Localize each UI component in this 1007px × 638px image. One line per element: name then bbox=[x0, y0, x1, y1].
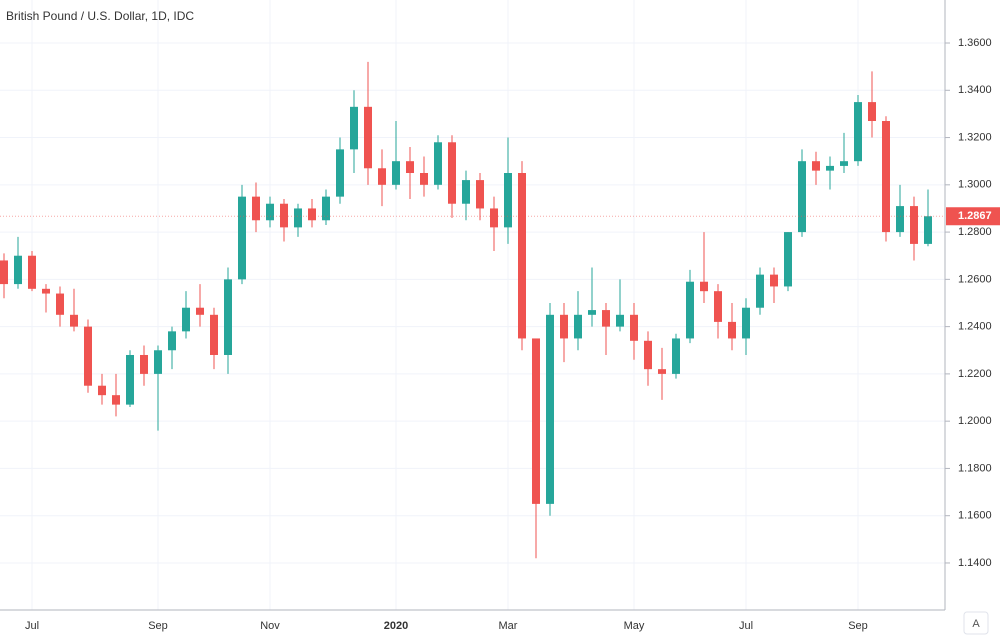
chart-title: British Pound / U.S. Dollar, 1D, IDC bbox=[6, 9, 194, 23]
candle-body bbox=[350, 106, 358, 150]
y-tick-label: 1.1400 bbox=[958, 557, 992, 569]
candle-body bbox=[224, 279, 232, 355]
candle-body bbox=[616, 314, 624, 327]
candle-body bbox=[882, 121, 890, 233]
candle-body bbox=[28, 255, 36, 289]
candles bbox=[0, 61, 932, 559]
x-tick-label: Mar bbox=[499, 620, 518, 632]
candle-body bbox=[490, 208, 498, 228]
candle-body bbox=[266, 203, 274, 221]
y-tick-label: 1.1600 bbox=[958, 510, 992, 522]
x-tick-label: Nov bbox=[260, 620, 280, 632]
candle-body bbox=[602, 310, 610, 327]
candle-body bbox=[140, 354, 148, 374]
last-price-label: 1.2867 bbox=[958, 210, 992, 222]
candle-body bbox=[560, 314, 568, 339]
y-tick-label: 1.2800 bbox=[958, 226, 992, 238]
x-tick-label: Jul bbox=[739, 620, 753, 632]
candle-body bbox=[0, 260, 8, 285]
auto-scale-label[interactable]: A bbox=[972, 618, 980, 630]
y-tick-label: 1.2000 bbox=[958, 415, 992, 427]
candle-body bbox=[504, 173, 512, 228]
candle-body bbox=[252, 196, 260, 221]
candle-body bbox=[546, 314, 554, 504]
candle-body bbox=[126, 354, 134, 405]
candle-body bbox=[42, 288, 50, 294]
candle-body bbox=[812, 161, 820, 171]
candle-body bbox=[770, 274, 778, 287]
candle-body bbox=[420, 173, 428, 185]
candle-body bbox=[378, 168, 386, 185]
candle-body bbox=[392, 161, 400, 185]
candle-body bbox=[532, 338, 540, 504]
candle-body bbox=[336, 149, 344, 197]
candle-body bbox=[406, 161, 414, 174]
candle-body bbox=[98, 385, 106, 396]
candle-body bbox=[630, 314, 638, 341]
candle-body bbox=[742, 307, 750, 339]
candle-body bbox=[56, 293, 64, 315]
y-tick-label: 1.2200 bbox=[958, 368, 992, 380]
candle-body bbox=[826, 165, 834, 171]
candle-body bbox=[196, 307, 204, 315]
y-tick-label: 1.3600 bbox=[958, 37, 992, 49]
candle-body bbox=[784, 232, 792, 287]
candle-body bbox=[672, 338, 680, 374]
candle-body bbox=[462, 180, 470, 204]
candle-body bbox=[112, 395, 120, 405]
candle-body bbox=[154, 350, 162, 374]
candle-body bbox=[434, 142, 442, 185]
candle-body bbox=[448, 142, 456, 204]
candle-body bbox=[518, 173, 526, 339]
y-tick-label: 1.2400 bbox=[958, 321, 992, 333]
candle-body bbox=[14, 255, 22, 285]
candle-body bbox=[924, 216, 932, 244]
candle-body bbox=[294, 208, 302, 228]
candle-body bbox=[644, 340, 652, 370]
y-tick-label: 1.1800 bbox=[958, 462, 992, 474]
candle-body bbox=[700, 281, 708, 292]
candle-body bbox=[280, 203, 288, 228]
candle-body bbox=[896, 206, 904, 233]
y-tick-label: 1.2600 bbox=[958, 273, 992, 285]
x-tick-label: 2020 bbox=[384, 620, 408, 632]
candle-body bbox=[322, 196, 330, 221]
candle-body bbox=[910, 206, 918, 244]
candle-body bbox=[798, 161, 806, 233]
candle-body bbox=[238, 196, 246, 280]
y-tick-label: 1.3400 bbox=[958, 84, 992, 96]
candle-body bbox=[686, 281, 694, 339]
candle-body bbox=[574, 314, 582, 339]
candle-body bbox=[588, 310, 596, 315]
candle-body bbox=[210, 314, 218, 355]
x-tick-label: Jul bbox=[25, 620, 39, 632]
candle-body bbox=[476, 180, 484, 209]
candle-body bbox=[308, 208, 316, 221]
candle-body bbox=[658, 369, 666, 374]
candle-body bbox=[182, 307, 190, 332]
candle-body bbox=[728, 321, 736, 339]
candle-body bbox=[364, 106, 372, 169]
candle-body bbox=[854, 102, 862, 162]
x-tick-label: Sep bbox=[848, 620, 868, 632]
candle-body bbox=[756, 274, 764, 308]
candle-body bbox=[714, 291, 722, 322]
last-price-box bbox=[946, 207, 1000, 226]
y-tick-label: 1.3000 bbox=[958, 179, 992, 191]
y-tick-label: 1.3200 bbox=[958, 131, 992, 143]
candle-body bbox=[70, 314, 78, 327]
x-tick-label: Sep bbox=[148, 620, 168, 632]
candle-body bbox=[168, 331, 176, 351]
candle-body bbox=[84, 326, 92, 386]
candle-body bbox=[840, 161, 848, 166]
auto-scale-button[interactable] bbox=[963, 611, 989, 635]
x-tick-label: May bbox=[624, 620, 645, 632]
candle-body bbox=[868, 102, 876, 122]
